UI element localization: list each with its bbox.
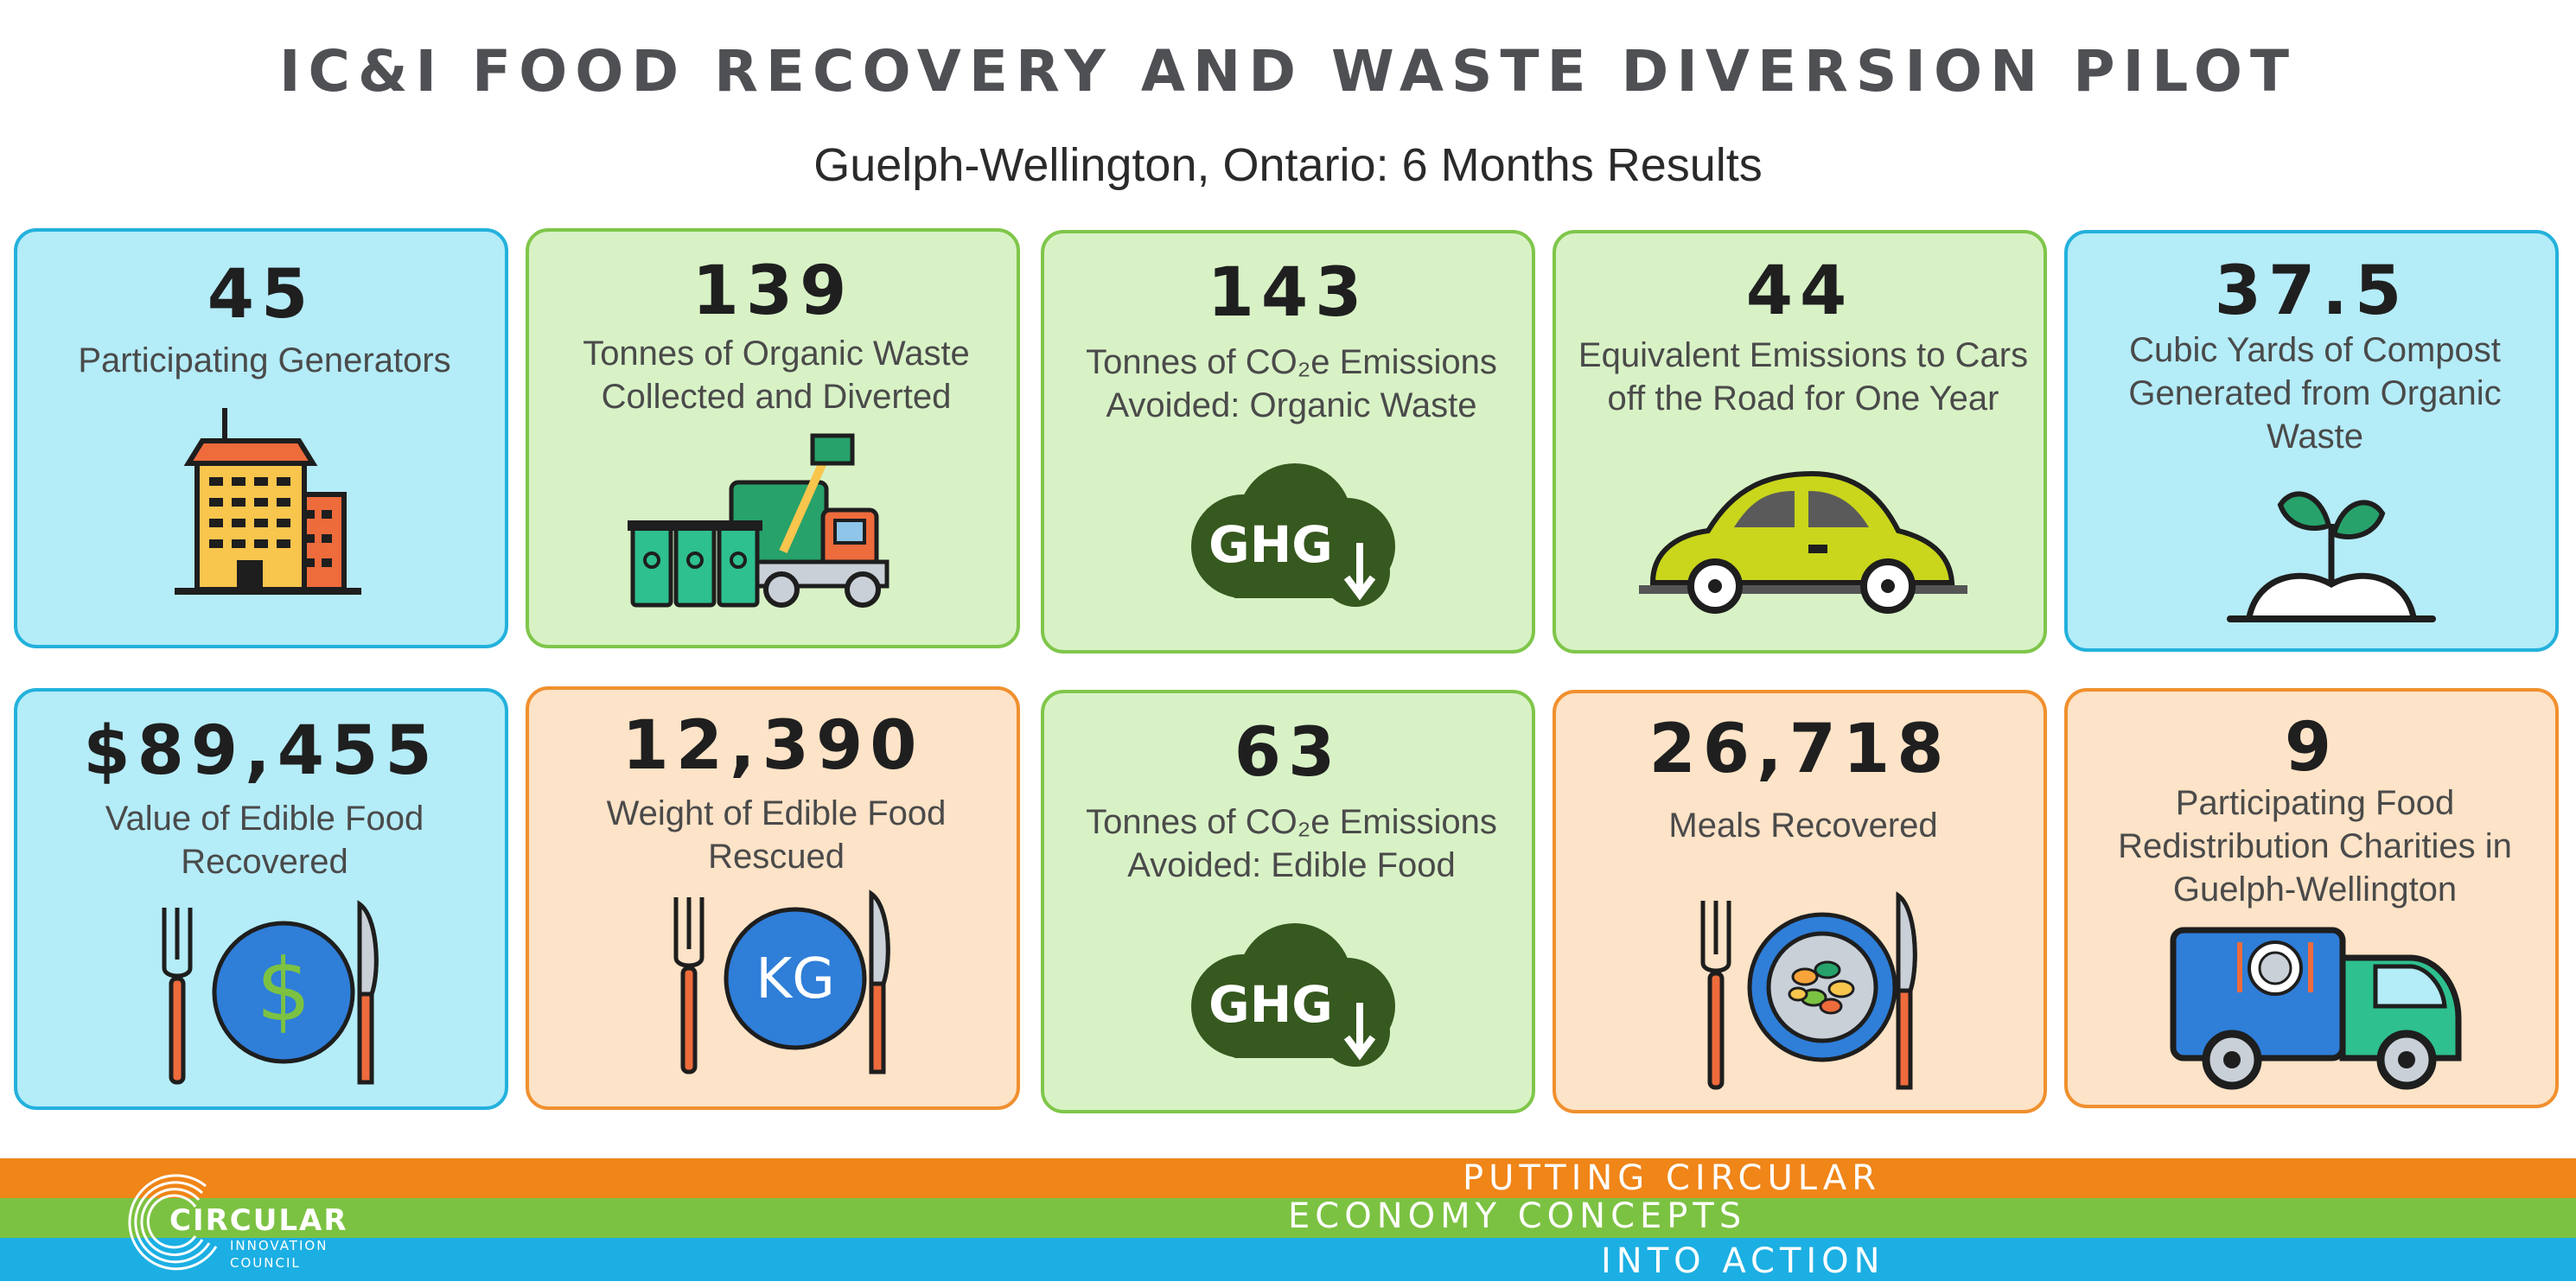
footer-tagline-line3: INTO ACTION [1601, 1241, 1885, 1281]
delivery-truck-icon [2168, 923, 2471, 1096]
stat-value: 143 [1207, 254, 1369, 332]
footer-band-green [0, 1198, 2576, 1238]
stat-label: Cubic Yards of Compost Generated from Or… [2128, 331, 2502, 456]
logo-subtitle-1: INNOVATION [230, 1238, 328, 1253]
stat-value: 12,390 [622, 707, 924, 785]
logo-subtitle-2: COUNCIL [230, 1255, 301, 1271]
stat-card-generators: 45 Participating Generators [14, 228, 508, 648]
stat-value: 37.5 [2214, 252, 2409, 330]
stat-card-food-weight: 12,390 Weight of Edible Food Rescued KG [526, 686, 1020, 1110]
stat-label: Tonnes of CO₂e Emissions Avoided: Edible… [1086, 803, 1497, 884]
stat-value: 45 [207, 256, 316, 334]
building-icon [173, 401, 363, 600]
stat-value: 139 [692, 252, 854, 330]
stat-card-cars: 44 Equivalent Emissions to Cars off the … [1553, 230, 2047, 654]
stat-card-co2-organic: 143 Tonnes of CO₂e Emissions Avoided: Or… [1041, 230, 1535, 654]
stat-value: 63 [1234, 714, 1342, 792]
logo-title: CIRCULAR [169, 1203, 348, 1238]
footer-tagline-line1: PUTTING CIRCULAR [1463, 1158, 1882, 1198]
footer-band-orange [0, 1158, 2576, 1198]
ghg-label: GHG [1208, 515, 1333, 574]
stat-card-meals: 26,718 Meals Recovered [1553, 690, 2047, 1113]
page-subtitle: Guelph-Wellington, Ontario: 6 Months Res… [813, 139, 1763, 191]
stat-label: Value of Edible Food Recovered [105, 800, 424, 881]
dollar-symbol: $ [256, 940, 311, 1041]
plate-dollar-icon: $ [145, 899, 396, 1089]
stat-value: 9 [2284, 709, 2339, 787]
stat-card-food-value: $89,455 Value of Edible Food Recovered $ [14, 688, 508, 1110]
footer-tagline-line2: ECONOMY CONCEPTS [1288, 1196, 1747, 1236]
sprout-icon [2223, 472, 2439, 628]
stat-card-compost: 37.5 Cubic Yards of Compost Generated fr… [2064, 230, 2559, 652]
stat-card-co2-food: 63 Tonnes of CO₂e Emissions Avoided: Edi… [1041, 690, 1535, 1113]
logo-swirl-icon [128, 1174, 218, 1271]
stat-label: Weight of Edible Food Rescued [606, 794, 947, 876]
car-icon [1639, 462, 1967, 617]
plate-meal-icon [1684, 890, 1935, 1098]
stat-card-charities: 9 Participating Food Redistribution Char… [2064, 688, 2559, 1108]
plate-kg-icon: KG [657, 889, 908, 1079]
stat-value: 26,718 [1648, 711, 1951, 788]
stat-label: Tonnes of CO₂e Emissions Avoided: Organi… [1086, 343, 1497, 424]
stat-card-organic-waste: 139 Tonnes of Organic Waste Collected an… [526, 228, 1020, 648]
ghg-label: GHG [1208, 975, 1333, 1034]
page-title: IC&I FOOD RECOVERY AND WASTE DIVERSION P… [278, 38, 2298, 105]
stat-label: Participating Generators [78, 341, 451, 379]
stat-label: Tonnes of Organic Waste Collected and Di… [583, 335, 970, 416]
ghg-cloud-icon: GHG [1183, 460, 1407, 615]
stat-value: $89,455 [83, 712, 439, 790]
stat-value: 44 [1745, 252, 1854, 330]
garbage-truck-icon [628, 430, 904, 621]
stat-label: Meals Recovered [1668, 807, 1938, 845]
stat-label: Equivalent Emissions to Cars off the Roa… [1578, 336, 2029, 418]
footer-band-blue [0, 1238, 2576, 1281]
circular-innovation-council-logo: CIRCULAR INNOVATION COUNCIL [119, 1167, 379, 1279]
kg-label: KG [756, 947, 835, 1011]
stat-label: Participating Food Redistribution Charit… [2118, 784, 2512, 909]
ghg-cloud-icon: GHG [1183, 920, 1407, 1075]
